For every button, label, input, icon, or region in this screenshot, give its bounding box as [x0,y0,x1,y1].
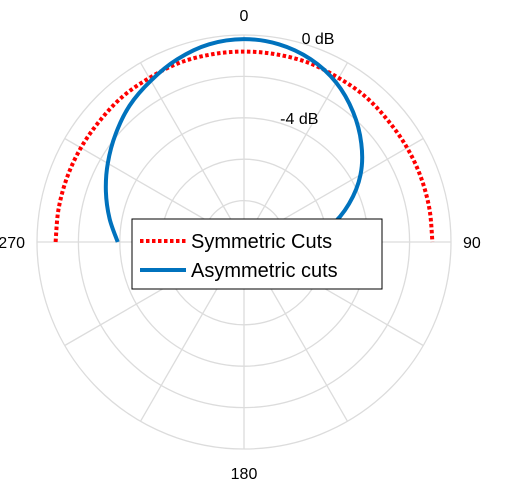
angle-tick-label: 0 [240,8,249,25]
angle-tick-label: 180 [231,466,258,483]
legend: Symmetric Cuts Asymmetric cuts [131,218,383,290]
legend-label-symmetric-cuts: Symmetric Cuts [191,231,332,253]
series-line-asymmetric-cuts [103,37,365,244]
grid-spoke [243,62,349,243]
legend-label-asymmetric-cuts: Asymmetric cuts [191,260,338,282]
tick-labels: 0 90 180 270 0 dB -4 dB [0,8,481,483]
radial-tick-label: 0 dB [302,31,335,48]
angle-tick-label: 270 [0,235,25,252]
grid-spoke [139,62,245,243]
angle-tick-label: 90 [463,235,481,252]
legend-box [131,218,383,290]
radial-tick-label: -4 dB [280,111,318,128]
series-layer [53,37,435,244]
series-line-symmetric-cuts [53,49,435,243]
